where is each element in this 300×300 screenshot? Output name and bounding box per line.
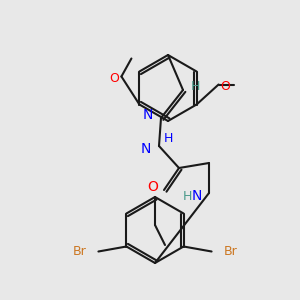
Text: N: N (192, 189, 202, 203)
Text: H: H (164, 131, 173, 145)
Text: N: N (142, 108, 153, 122)
Text: Br: Br (73, 245, 86, 258)
Text: N: N (141, 142, 151, 156)
Text: H: H (182, 190, 192, 202)
Text: O: O (147, 180, 158, 194)
Text: O: O (220, 80, 230, 93)
Text: O: O (110, 72, 119, 85)
Text: Br: Br (224, 245, 237, 258)
Text: H: H (191, 80, 200, 92)
